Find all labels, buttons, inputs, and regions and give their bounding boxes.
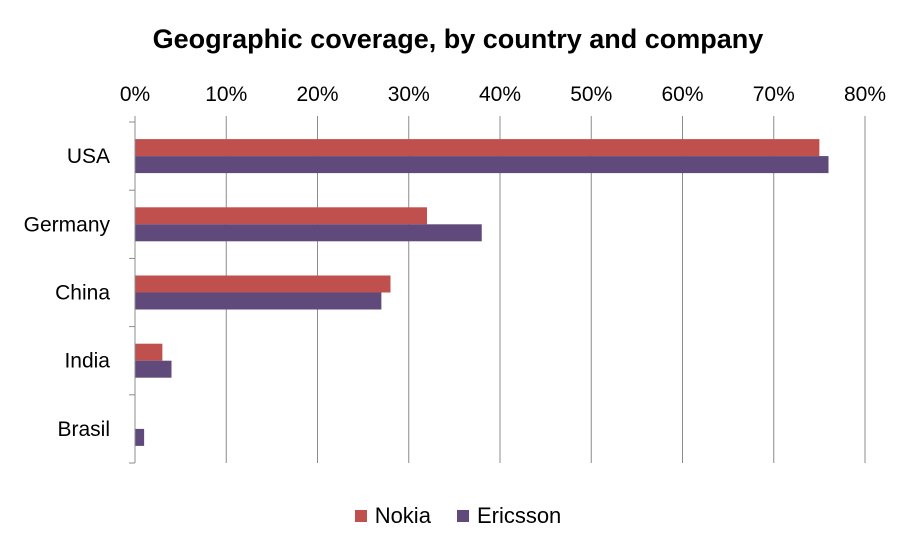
category-label: India	[64, 350, 110, 373]
category-label: China	[55, 282, 110, 305]
legend: Nokia Ericsson	[0, 503, 916, 529]
legend-item-ericsson: Ericsson	[456, 503, 562, 529]
x-tick-label: 30%	[388, 83, 430, 106]
category-label: Brasil	[57, 418, 110, 441]
legend-swatch	[456, 510, 469, 522]
legend-swatch	[354, 510, 367, 522]
tick-labels: 0% 10% 20% 30% 40% 50% 60% 70% 80% USA Germany Chin…	[24, 83, 886, 441]
bar-nokia	[135, 139, 820, 157]
bar-ericsson	[135, 156, 829, 174]
bars	[135, 139, 829, 446]
bar-nokia	[135, 275, 391, 293]
chart-title: Geographic coverage, by country and comp…	[152, 24, 764, 54]
axes	[129, 116, 866, 464]
x-tick-label: 50%	[570, 83, 612, 106]
bar-nokia	[135, 343, 163, 361]
category-label: Germany	[24, 213, 111, 236]
bar-nokia	[135, 207, 427, 225]
category-label: USA	[67, 145, 110, 168]
legend-label: Nokia	[374, 503, 431, 528]
x-tick-label: 0%	[120, 83, 150, 106]
legend-item-nokia: Nokia	[354, 503, 431, 529]
bar-ericsson	[135, 360, 172, 378]
x-tick-label: 60%	[661, 83, 703, 106]
bar-ericsson	[135, 224, 482, 242]
legend-label: Ericsson	[476, 503, 562, 528]
bar-ericsson	[135, 428, 145, 446]
bar-ericsson	[135, 292, 382, 310]
x-tick-label: 10%	[205, 83, 247, 106]
x-tick-label: 40%	[479, 83, 521, 106]
x-tick-label: 20%	[296, 83, 338, 106]
x-tick-label: 70%	[753, 83, 795, 106]
x-tick-label: 80%	[844, 83, 886, 106]
